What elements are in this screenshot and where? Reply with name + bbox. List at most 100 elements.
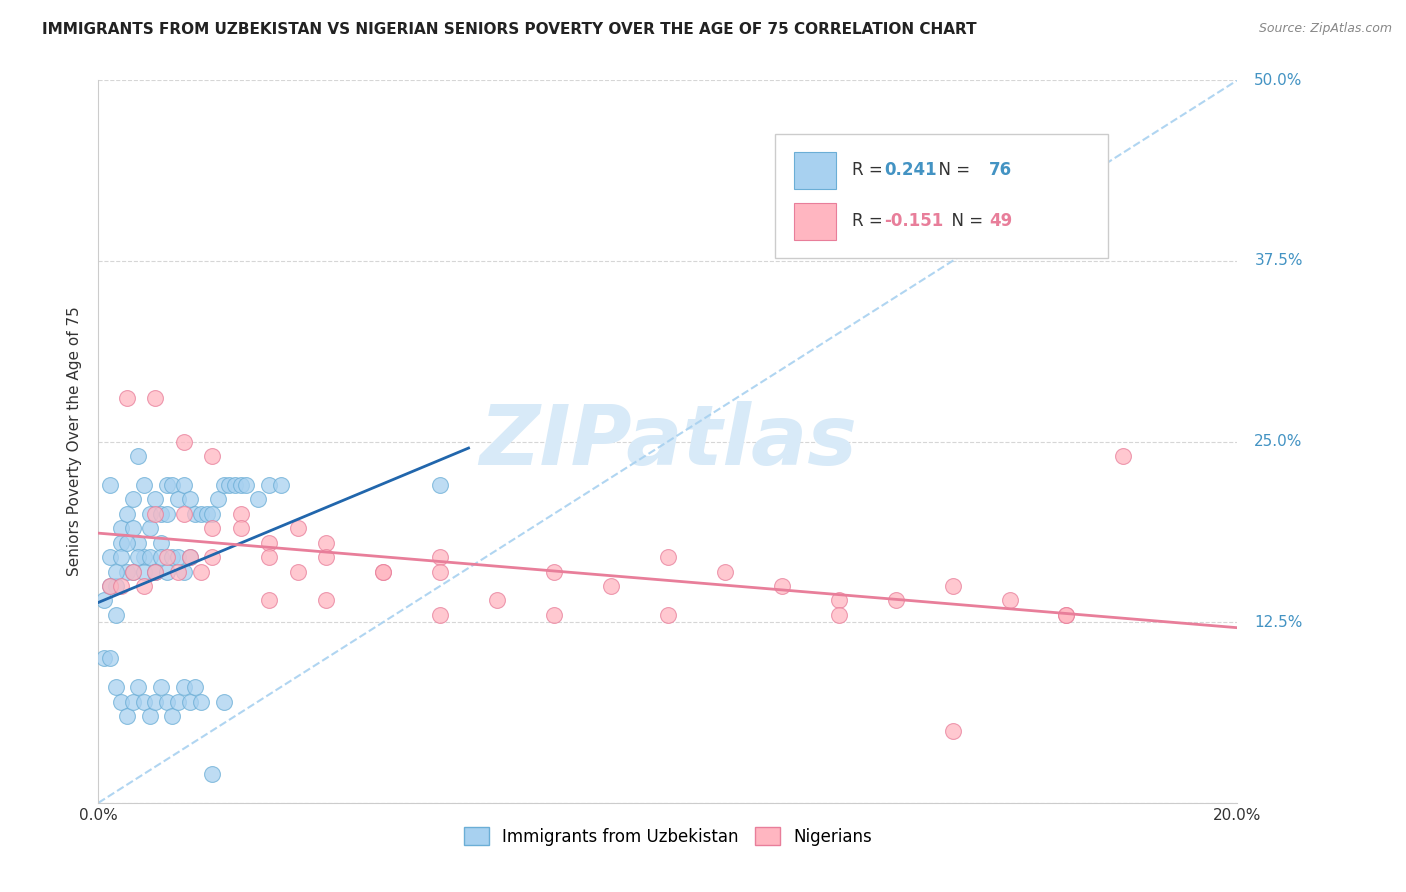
Point xyxy=(156,695,179,709)
Point xyxy=(373,565,395,579)
Point xyxy=(201,767,224,781)
Point xyxy=(121,492,143,507)
Point xyxy=(1056,607,1078,622)
Point xyxy=(179,492,201,507)
Point xyxy=(184,680,207,694)
Point xyxy=(942,723,965,738)
Text: N =: N = xyxy=(941,212,988,230)
Point xyxy=(132,695,155,709)
Point xyxy=(145,565,167,579)
Point xyxy=(110,521,132,535)
Point xyxy=(132,550,155,565)
Point xyxy=(132,565,155,579)
Point xyxy=(156,565,179,579)
Point xyxy=(173,478,195,492)
Text: 0.241: 0.241 xyxy=(884,161,936,179)
Point xyxy=(429,565,451,579)
Point xyxy=(156,550,179,565)
Point xyxy=(138,507,160,521)
Point xyxy=(190,507,212,521)
Point xyxy=(429,478,451,492)
Point xyxy=(162,478,184,492)
Point xyxy=(121,565,143,579)
Point xyxy=(429,607,451,622)
Text: ZIPatlas: ZIPatlas xyxy=(479,401,856,482)
Point xyxy=(714,565,737,579)
Point xyxy=(98,478,121,492)
Point xyxy=(121,695,143,709)
Point xyxy=(167,565,190,579)
Point xyxy=(110,579,132,593)
Point xyxy=(138,521,160,535)
Point xyxy=(229,521,252,535)
Text: 76: 76 xyxy=(988,161,1012,179)
Point xyxy=(190,695,212,709)
Point xyxy=(315,550,337,565)
Point xyxy=(138,550,160,565)
Point xyxy=(162,550,184,565)
Point xyxy=(201,550,224,565)
Point xyxy=(179,550,201,565)
Point xyxy=(212,478,235,492)
Text: Source: ZipAtlas.com: Source: ZipAtlas.com xyxy=(1258,22,1392,36)
Point xyxy=(998,593,1021,607)
Point xyxy=(104,607,127,622)
Point xyxy=(229,507,252,521)
Point xyxy=(98,579,121,593)
Point xyxy=(179,550,201,565)
Point xyxy=(259,478,281,492)
Point xyxy=(373,565,395,579)
Point xyxy=(132,579,155,593)
Point xyxy=(657,550,679,565)
Point xyxy=(115,535,138,549)
Point xyxy=(115,507,138,521)
Text: 12.5%: 12.5% xyxy=(1254,615,1303,630)
Text: 50.0%: 50.0% xyxy=(1254,73,1303,87)
Point xyxy=(127,535,149,549)
Point xyxy=(145,565,167,579)
Point xyxy=(1112,449,1135,463)
Point xyxy=(828,607,851,622)
Text: IMMIGRANTS FROM UZBEKISTAN VS NIGERIAN SENIORS POVERTY OVER THE AGE OF 75 CORREL: IMMIGRANTS FROM UZBEKISTAN VS NIGERIAN S… xyxy=(42,22,977,37)
Point xyxy=(145,507,167,521)
Point xyxy=(259,550,281,565)
Text: 37.5%: 37.5% xyxy=(1254,253,1303,268)
Point xyxy=(104,565,127,579)
Point xyxy=(315,535,337,549)
Point xyxy=(173,434,195,449)
Point xyxy=(1056,607,1078,622)
Point xyxy=(150,680,173,694)
Point xyxy=(167,695,190,709)
Point xyxy=(201,507,224,521)
Point xyxy=(212,695,235,709)
Point xyxy=(98,550,121,565)
Point xyxy=(315,593,337,607)
Point xyxy=(229,478,252,492)
Point xyxy=(150,550,173,565)
Point xyxy=(201,521,224,535)
Point xyxy=(195,507,218,521)
Point xyxy=(156,478,179,492)
Point xyxy=(132,478,155,492)
Point xyxy=(167,492,190,507)
Point xyxy=(543,565,565,579)
Point xyxy=(218,478,240,492)
Point xyxy=(173,565,195,579)
Point xyxy=(287,565,309,579)
Point xyxy=(115,565,138,579)
Point xyxy=(127,550,149,565)
Point xyxy=(235,478,257,492)
Point xyxy=(770,579,793,593)
Legend: Immigrants from Uzbekistan, Nigerians: Immigrants from Uzbekistan, Nigerians xyxy=(457,821,879,852)
Point xyxy=(150,535,173,549)
Point xyxy=(287,521,309,535)
Point xyxy=(110,695,132,709)
Point xyxy=(145,492,167,507)
Point xyxy=(167,550,190,565)
Point xyxy=(543,607,565,622)
Y-axis label: Seniors Poverty Over the Age of 75: Seniors Poverty Over the Age of 75 xyxy=(67,307,83,576)
Point xyxy=(127,680,149,694)
Text: R =: R = xyxy=(852,161,889,179)
Point xyxy=(224,478,246,492)
Point xyxy=(98,579,121,593)
